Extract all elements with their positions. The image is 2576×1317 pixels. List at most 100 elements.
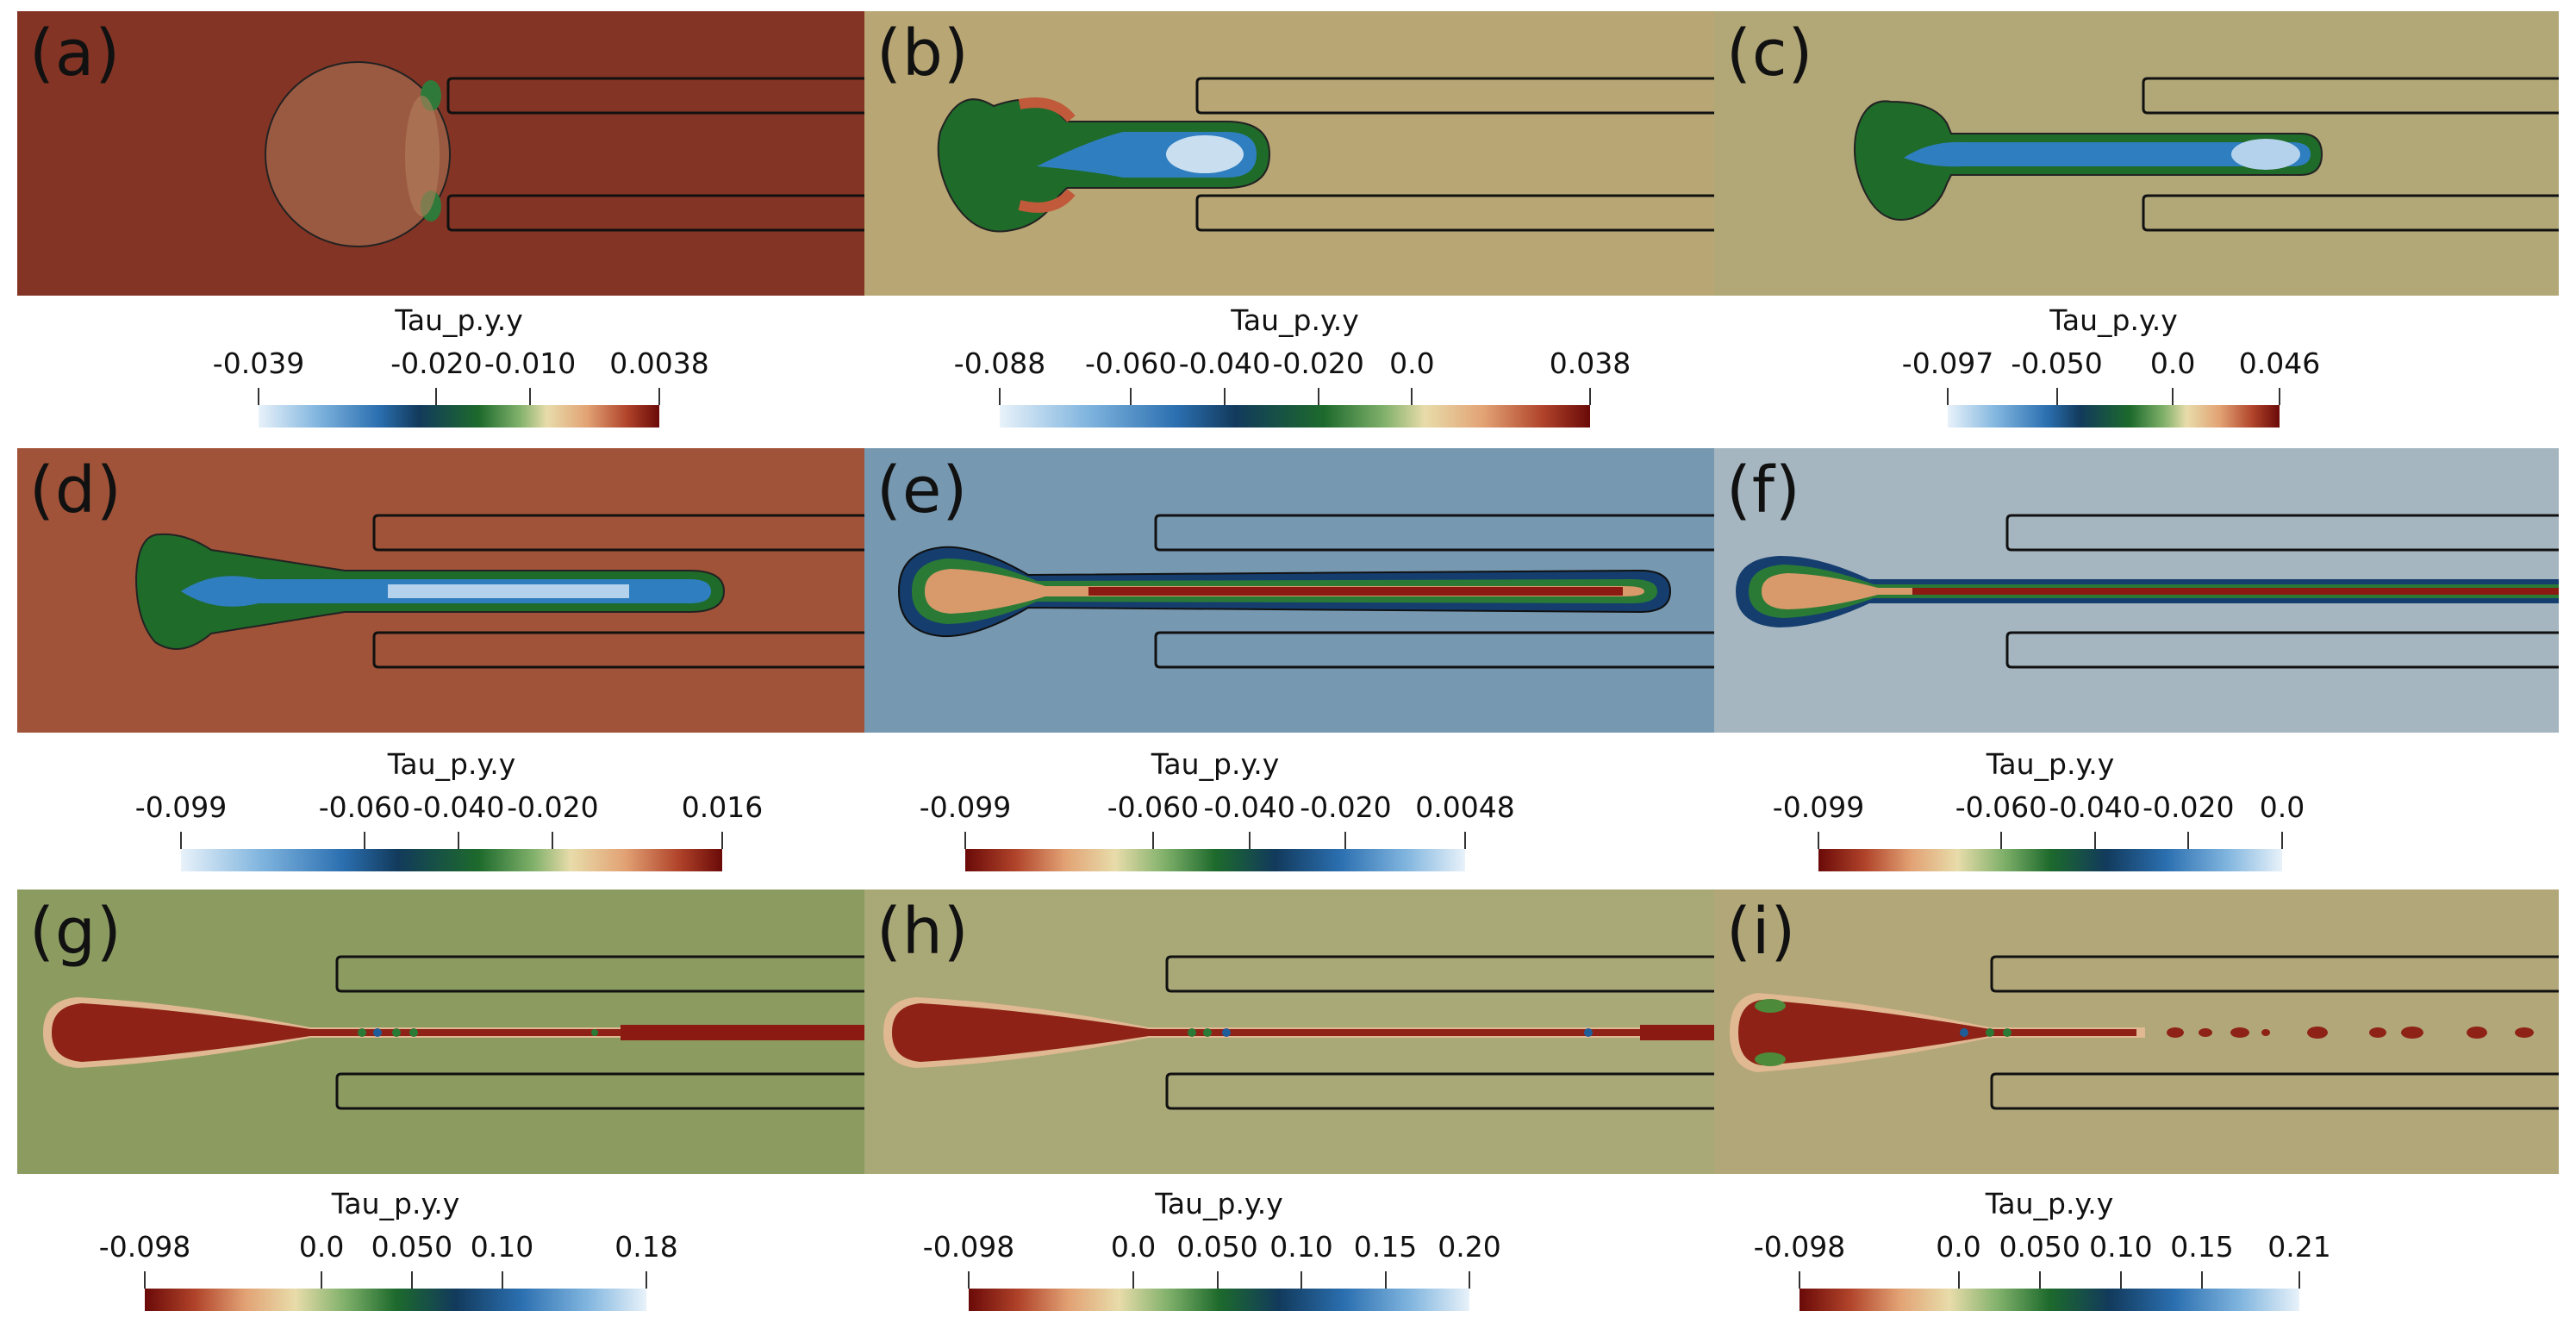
colorbar-tick-label: 0.0 bbox=[1110, 1230, 1157, 1264]
colorbar-tick-label: -0.020 bbox=[507, 790, 599, 824]
panel-g-field bbox=[17, 889, 864, 1174]
colorbar-tick bbox=[2172, 388, 2174, 405]
colorbar-tick-label: 0.0048 bbox=[1415, 790, 1515, 824]
panel-a-field bbox=[17, 11, 864, 296]
colorbar-tick-label: -0.020 bbox=[2143, 790, 2235, 824]
colorbar-tick-label: -0.088 bbox=[953, 346, 1046, 380]
colorbar-tick-label: -0.060 bbox=[318, 790, 411, 824]
panel-d-field bbox=[17, 448, 864, 733]
colorbar-tick-label: 0.15 bbox=[2170, 1230, 2234, 1264]
colorbar-tick bbox=[1300, 1271, 1303, 1289]
colorbar-tick-label: -0.040 bbox=[1178, 346, 1271, 380]
colorbar-gradient bbox=[1948, 405, 2280, 428]
colorbar-tick bbox=[1957, 1271, 1960, 1289]
colorbar-gradient bbox=[965, 849, 1465, 871]
colorbar-tick bbox=[435, 388, 438, 405]
colorbar-tick-label: 0.046 bbox=[2238, 346, 2321, 380]
colorbar-tick-label: -0.020 bbox=[390, 346, 483, 380]
colorbar-tick bbox=[1469, 1271, 1470, 1289]
colorbar-tick bbox=[2298, 1271, 2300, 1289]
colorbar-tick-label: 0.0 bbox=[1389, 346, 1435, 380]
colorbar-tick bbox=[458, 832, 460, 849]
colorbar-tick-label: 0.0038 bbox=[609, 346, 709, 380]
panel-f: (f) bbox=[1714, 448, 2559, 733]
panel-e-field bbox=[864, 448, 1714, 733]
colorbar-tick bbox=[1384, 1271, 1387, 1289]
panel-label: (b) bbox=[876, 16, 970, 91]
colorbar-tick bbox=[1799, 1271, 1800, 1289]
panel-label: (i) bbox=[1726, 895, 1797, 969]
panel-b: (b) bbox=[864, 11, 1714, 296]
colorbar-title: Tau_p.y.y bbox=[2049, 303, 2178, 337]
colorbar-tick bbox=[2187, 832, 2190, 849]
colorbar-tick bbox=[1130, 388, 1132, 405]
colorbar-title: Tau_p.y.y bbox=[331, 1187, 460, 1220]
colorbar-tick bbox=[1818, 832, 1819, 849]
colorbar-tick-label: 0.15 bbox=[1353, 1230, 1418, 1264]
colorbar-tick-label: -0.060 bbox=[1085, 346, 1177, 380]
panel-c: (c) bbox=[1714, 11, 2559, 296]
colorbar-tick bbox=[1947, 388, 1949, 405]
colorbar-title: Tau_p.y.y bbox=[1155, 1187, 1283, 1220]
colorbar-tick-label: -0.098 bbox=[1753, 1230, 1846, 1264]
colorbar-tick bbox=[258, 388, 259, 405]
colorbar-tick-label: -0.098 bbox=[922, 1230, 1015, 1264]
colorbar-tick bbox=[321, 1271, 323, 1289]
colorbar-gradient bbox=[145, 1289, 646, 1311]
colorbar-title: Tau_p.y.y bbox=[1985, 1187, 2114, 1220]
colorbar-tick-label: 0.18 bbox=[614, 1230, 678, 1264]
colorbar-tick-label: 0.10 bbox=[470, 1230, 534, 1264]
colorbar-tick-label: -0.098 bbox=[98, 1230, 191, 1264]
colorbar-tick bbox=[1223, 388, 1226, 405]
colorbar-tick bbox=[968, 1271, 970, 1289]
panel-b-field bbox=[864, 11, 1714, 296]
colorbar-tick bbox=[1132, 1271, 1135, 1289]
panel-d: (d) bbox=[17, 448, 864, 733]
colorbar-tick-label: 0.0 bbox=[2259, 790, 2305, 824]
colorbar-title: Tau_p.y.y bbox=[1231, 303, 1359, 337]
colorbar-gradient bbox=[1818, 849, 2282, 871]
colorbar-tick bbox=[1216, 1271, 1219, 1289]
colorbar-tick-label: 0.050 bbox=[1999, 1230, 2080, 1264]
colorbar-gradient bbox=[1000, 405, 1590, 428]
panel-h-field bbox=[864, 889, 1714, 1174]
colorbar-tick-label: 0.0 bbox=[1936, 1230, 1981, 1264]
colorbar-tick bbox=[2119, 1271, 2122, 1289]
colorbar-tick-label: 0.050 bbox=[1176, 1230, 1258, 1264]
panel-a: (a) bbox=[17, 11, 864, 296]
colorbar-tick-label: -0.099 bbox=[134, 790, 228, 824]
panel-label: (d) bbox=[29, 453, 122, 527]
colorbar-tick bbox=[646, 1271, 647, 1289]
colorbar-tick bbox=[2279, 388, 2280, 405]
panel-i: (i) bbox=[1714, 889, 2559, 1174]
colorbar-gradient bbox=[1799, 1289, 2299, 1311]
panel-label: (h) bbox=[876, 895, 970, 969]
colorbar-tick bbox=[1464, 832, 1466, 849]
colorbar-title: Tau_p.y.y bbox=[387, 747, 516, 781]
colorbar-tick-label: -0.099 bbox=[1772, 790, 1865, 824]
colorbar-tick bbox=[1411, 388, 1413, 405]
panel-e: (e) bbox=[864, 448, 1714, 733]
colorbar-tick-label: -0.020 bbox=[1272, 346, 1364, 380]
colorbar-tick-label: -0.039 bbox=[212, 346, 305, 380]
colorbar-tick-label: -0.060 bbox=[1107, 790, 1200, 824]
panel-g: (g) bbox=[17, 889, 864, 1174]
panel-i-field bbox=[1714, 889, 2559, 1174]
colorbar-tick bbox=[2201, 1271, 2203, 1289]
colorbar-tick bbox=[529, 388, 532, 405]
colorbar-tick-label: 0.050 bbox=[371, 1230, 453, 1264]
colorbar-tick-label: 0.10 bbox=[1269, 1230, 1333, 1264]
colorbar-tick bbox=[658, 388, 660, 405]
colorbar-tick-label: 0.038 bbox=[1549, 346, 1631, 380]
colorbar-tick bbox=[1151, 832, 1154, 849]
colorbar-tick bbox=[1589, 388, 1591, 405]
colorbar-tick-label: -0.020 bbox=[1300, 790, 1392, 824]
panel-label: (a) bbox=[29, 16, 122, 91]
colorbar-tick-label: 0.21 bbox=[2267, 1230, 2331, 1264]
colorbar-tick-label: -0.050 bbox=[2011, 346, 2103, 380]
colorbar-title: Tau_p.y.y bbox=[395, 303, 523, 337]
colorbar-tick bbox=[363, 832, 365, 849]
colorbar-gradient bbox=[969, 1289, 1469, 1311]
colorbar-tick-label: -0.010 bbox=[483, 346, 577, 380]
colorbar-tick-label: 0.10 bbox=[2089, 1230, 2153, 1264]
